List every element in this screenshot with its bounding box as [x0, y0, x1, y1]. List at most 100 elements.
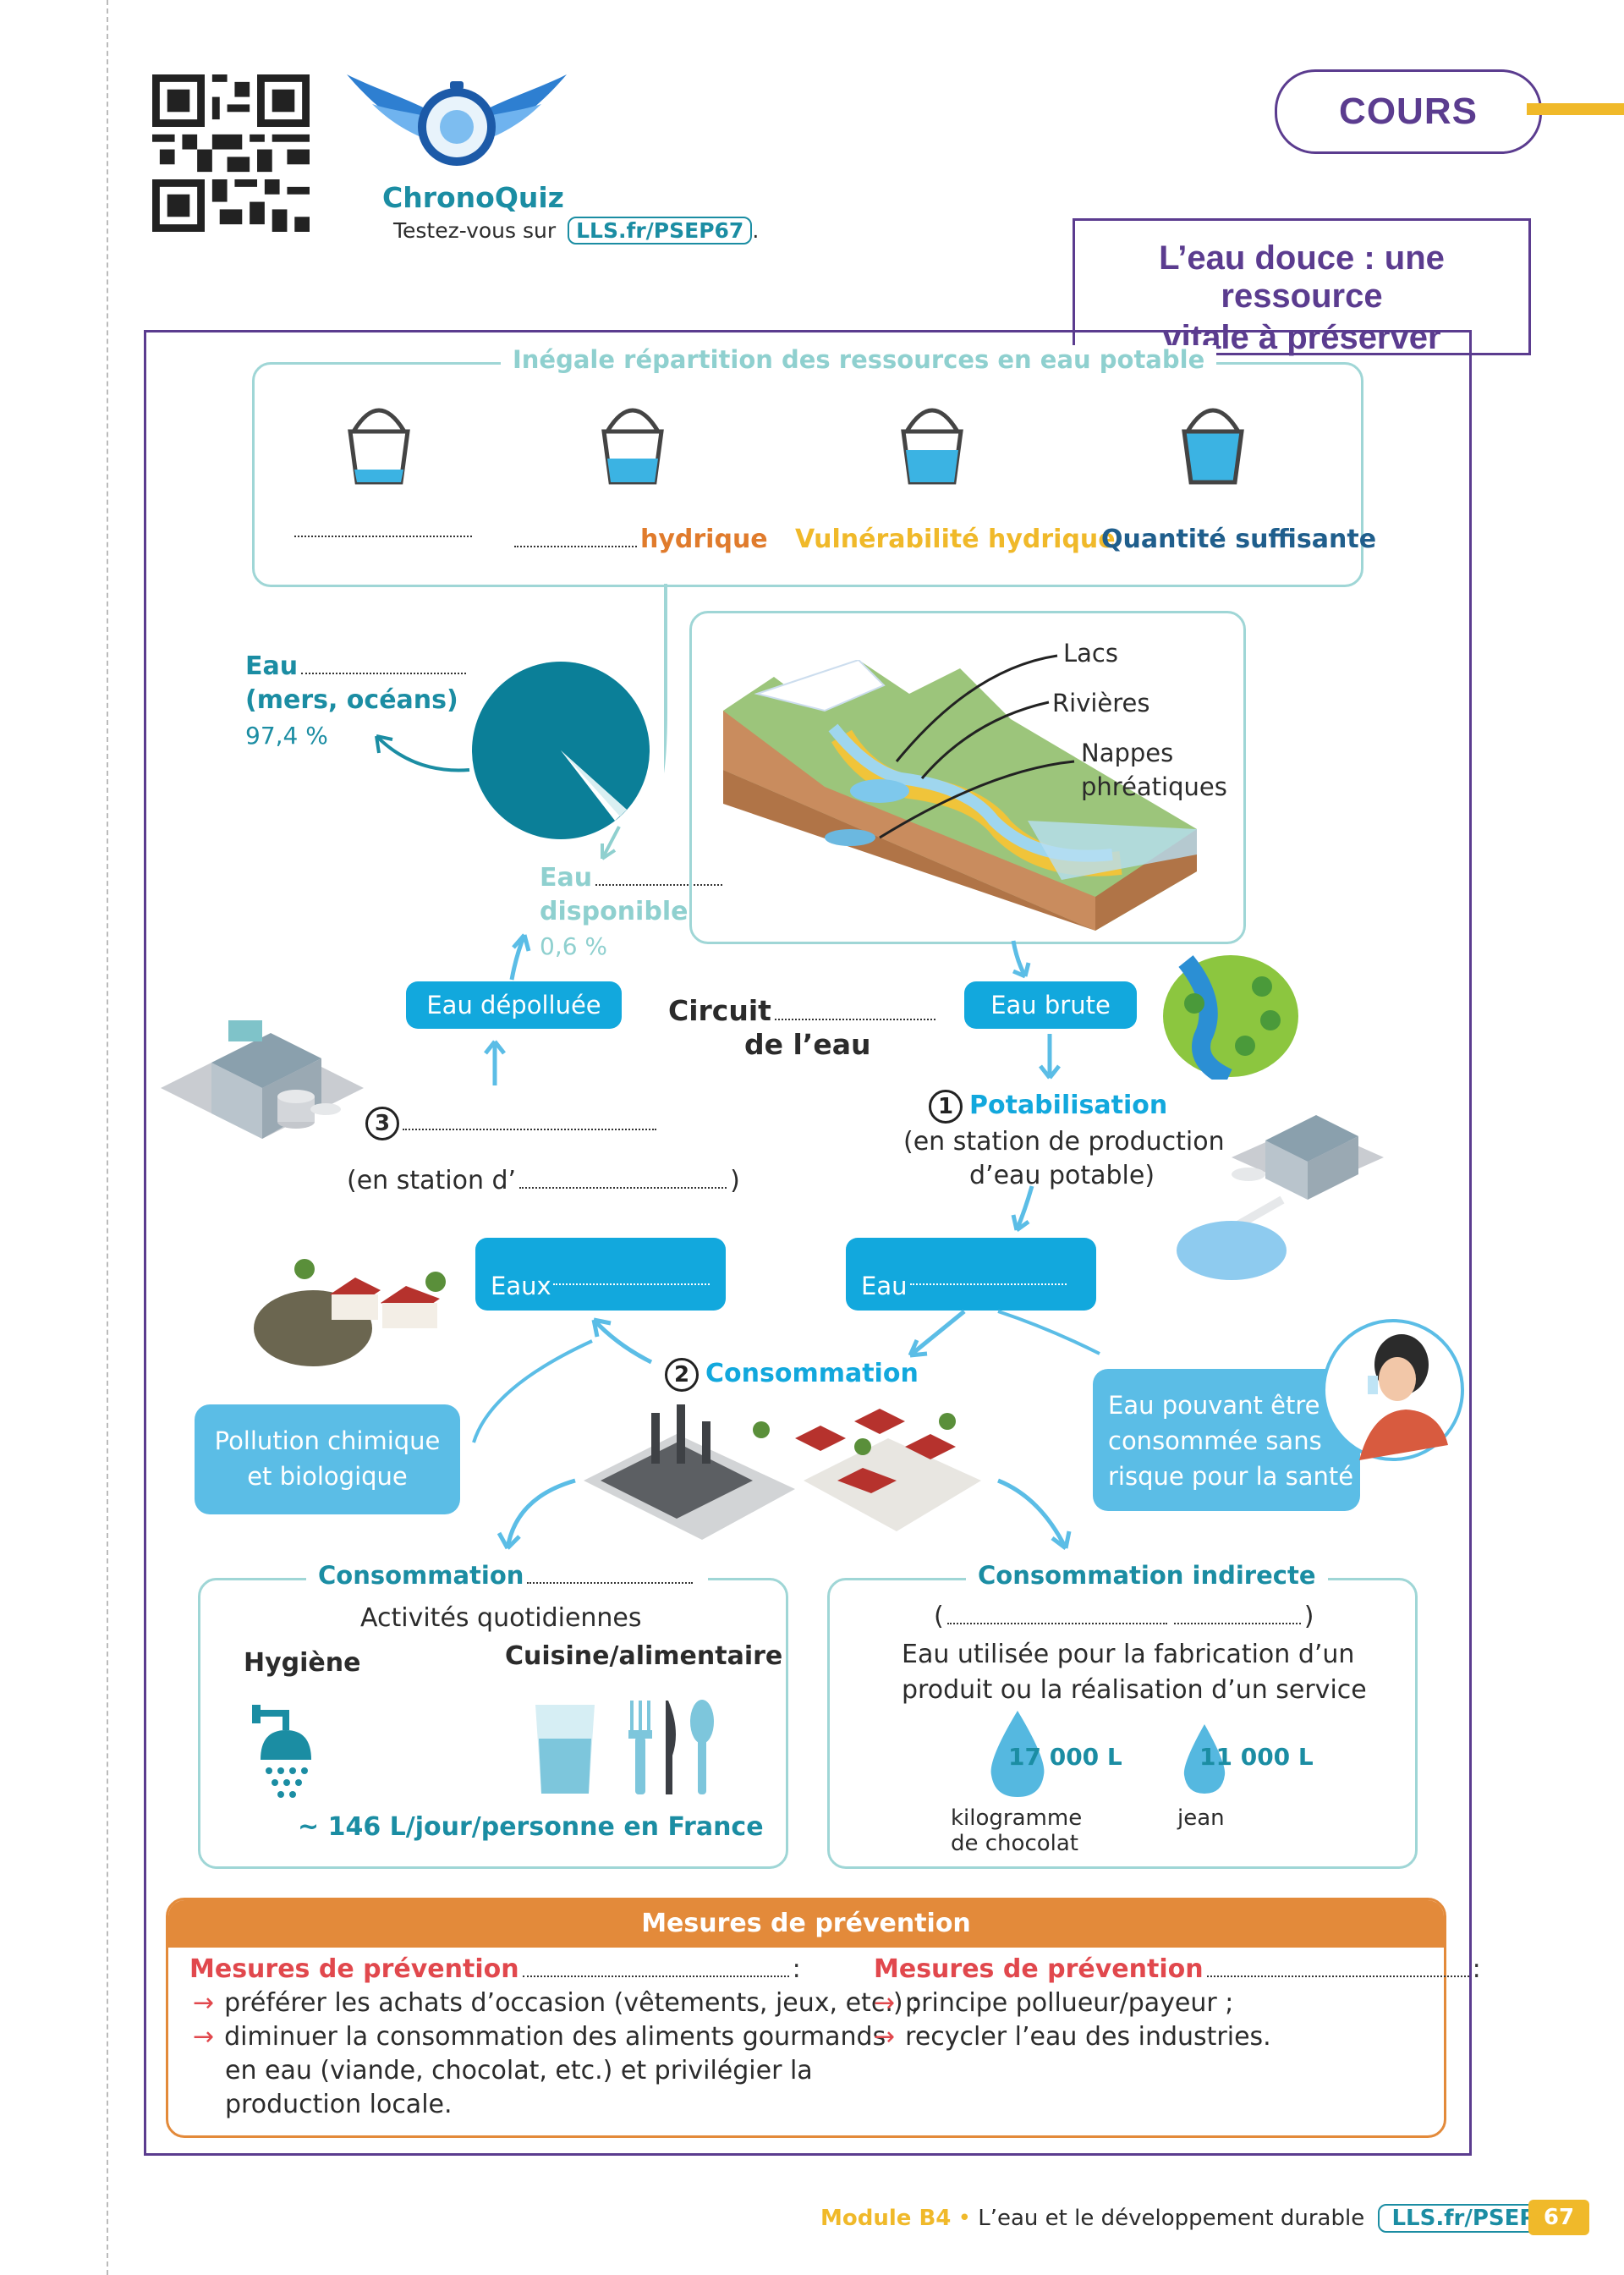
- label-rivieres: Rivières: [1052, 689, 1150, 717]
- step1-row: 1 Potabilisation: [929, 1090, 1167, 1124]
- jean-value: 11 000 L: [1199, 1743, 1314, 1771]
- cuisine-label: Cuisine/alimentaire: [505, 1641, 783, 1671]
- eaux-label: Eaux: [491, 1272, 551, 1300]
- conso-directe-title-text: Consommation: [318, 1561, 524, 1590]
- indirecte-paren-line: (): [934, 1602, 1314, 1631]
- conso-indirecte-title: Consommation indirecte: [966, 1561, 1328, 1590]
- margin-line: [107, 0, 108, 2275]
- repartition-item-2-label: hydrique: [640, 525, 768, 554]
- circuit-title-line2: de l’eau: [744, 1028, 871, 1061]
- qr-code[interactable]: [152, 74, 310, 232]
- prevention-left-colon: :: [792, 1954, 801, 1984]
- step3-sub-suffix: ): [730, 1166, 740, 1195]
- section-title-box: L’eau douce : une ressource vitale à pré…: [1073, 218, 1531, 356]
- salt-water-pct: 97,4 %: [245, 722, 328, 750]
- chronoquiz-label: ChronoQuiz: [382, 181, 564, 214]
- shower-icon: [252, 1696, 337, 1798]
- pollution-line1: Pollution chimique: [214, 1426, 441, 1455]
- footer-bullet: •: [957, 2206, 971, 2231]
- potable-line3: risque pour la santé: [1108, 1462, 1354, 1491]
- salt-arrow: [364, 728, 474, 778]
- arrow-landscape-brute: [1007, 939, 1040, 981]
- prevention-left-item-1: → préférer les achats d’occasion (vêtemen…: [193, 1988, 920, 2018]
- indirecte-line1: Eau utilisée pour la fabrication d’un: [902, 1640, 1355, 1669]
- arrow-potab-down: [1007, 1184, 1040, 1235]
- footer-text: Module B4 • L’eau et le développement du…: [820, 2204, 1580, 2233]
- prevention-left-item-2c: production locale.: [225, 2090, 453, 2119]
- fresh-water-pct: 0,6 %: [540, 932, 608, 960]
- step2-row: 2 Consommation: [665, 1358, 919, 1392]
- repartition-item-3: Vulnérabilité hydrique: [795, 525, 1116, 554]
- prevention-left-title: Mesures de prévention:: [189, 1954, 801, 1984]
- repartition-title: Inégale répartition des ressources en ea…: [501, 345, 1217, 374]
- glass-icon: [531, 1696, 599, 1798]
- test-suffix: .: [752, 218, 760, 243]
- river-trees-illustration: [1160, 953, 1301, 1087]
- potable-line2: consommée sans: [1108, 1426, 1322, 1455]
- fresh-water-word: Eau: [540, 863, 593, 893]
- cours-label: COURS: [1339, 91, 1478, 132]
- fresh-water-sub: disponible: [540, 897, 689, 926]
- footer-module: Module B4: [820, 2206, 952, 2231]
- water-pie-chart: [464, 653, 658, 848]
- bucket-icon-1: [345, 398, 413, 491]
- pollution-line2: et biologique: [247, 1462, 408, 1491]
- label-nappes: Nappes: [1081, 739, 1174, 767]
- conso-directe-title: Consommation: [306, 1561, 709, 1590]
- prevention-left-item-2b: en eau (viande, chocolat, etc.) et privi…: [225, 2056, 813, 2085]
- step3-number: 3: [365, 1107, 399, 1140]
- village-pollution-illustration: [254, 1244, 457, 1371]
- salt-water-label: Eau: [245, 651, 469, 681]
- test-link[interactable]: LLS.fr/PSEP67: [568, 217, 753, 245]
- label-lacs: Lacs: [1063, 639, 1118, 668]
- chocolate-value: 17 000 L: [1008, 1743, 1122, 1771]
- potable-note: Eau pouvant être consommée sans risque p…: [1093, 1369, 1360, 1511]
- eau-brute-pill: Eau brute: [964, 981, 1137, 1029]
- repartition-item-2: hydrique: [511, 525, 768, 554]
- salt-water-word: Eau: [245, 651, 299, 681]
- prevention-right-title: Mesures de prévention:: [874, 1954, 1481, 1984]
- bucket-icon-4: [1179, 398, 1247, 491]
- chronoquiz-test-line: Testez-vous sur LLS.fr/PSEP67.: [393, 217, 759, 245]
- cours-bar: [1527, 103, 1624, 115]
- prevention-right-item-1: → principe pollueur/payeur ;: [874, 1988, 1234, 2018]
- eaux-pill: Eaux: [475, 1238, 726, 1311]
- step1-number: 1: [929, 1090, 963, 1124]
- paren-close: ): [1303, 1602, 1314, 1631]
- eau-depolluee-pill: Eau dépolluée: [406, 981, 622, 1029]
- section-title-line1: L’eau douce : une ressource: [1159, 239, 1445, 315]
- chocolate-label-2: de chocolat: [951, 1831, 1078, 1856]
- daily-amount: ~ 146 L/jour/personne en France: [298, 1812, 764, 1842]
- page-number: 67: [1528, 2200, 1589, 2235]
- paren-open: (: [934, 1602, 944, 1631]
- prevention-left-title-text: Mesures de prévention: [189, 1954, 519, 1984]
- cutlery-icon: [622, 1696, 723, 1798]
- prevention-left-item-2: → diminuer la consommation des aliments g…: [193, 2022, 886, 2052]
- prevention-header: Mesures de prévention: [168, 1900, 1444, 1948]
- fresh-water-label: Eau: [540, 863, 726, 893]
- drop-icon-small: [1182, 1723, 1226, 1795]
- jean-label: jean: [1177, 1805, 1225, 1831]
- arrow-up-station: [482, 1036, 508, 1087]
- eau-pill: Eau: [846, 1238, 1096, 1311]
- cours-tab: COURS: [1275, 69, 1542, 154]
- step3-sub: (en station d’): [347, 1166, 740, 1195]
- step1-line1: (en station de production: [903, 1127, 1225, 1157]
- hygiene-label: Hygiène: [244, 1648, 361, 1678]
- main-frame: [144, 330, 1472, 2156]
- drop-icon-large: [988, 1709, 1047, 1800]
- arrows-consommation: [423, 1303, 1116, 1574]
- circuit-title-line1: Circuit: [668, 994, 939, 1027]
- prevention-right-item-2: → recycler l’eau des industries.: [874, 2022, 1271, 2052]
- step2-title: Consommation: [705, 1359, 919, 1388]
- water-treatment-plant-illustration: [161, 1012, 364, 1164]
- chocolate-label-1: kilogramme: [951, 1805, 1083, 1831]
- step3-row: 3: [365, 1107, 660, 1140]
- potable-station-illustration: [1172, 1081, 1418, 1284]
- bucket-icon-2: [599, 398, 667, 491]
- arrow-brute-down: [1037, 1032, 1062, 1083]
- prevention-right-colon: :: [1472, 1954, 1481, 1984]
- salt-water-sub: (mers, océans): [245, 685, 458, 715]
- circuit-word: Circuit: [668, 994, 771, 1027]
- test-prefix: Testez-vous sur: [393, 218, 557, 243]
